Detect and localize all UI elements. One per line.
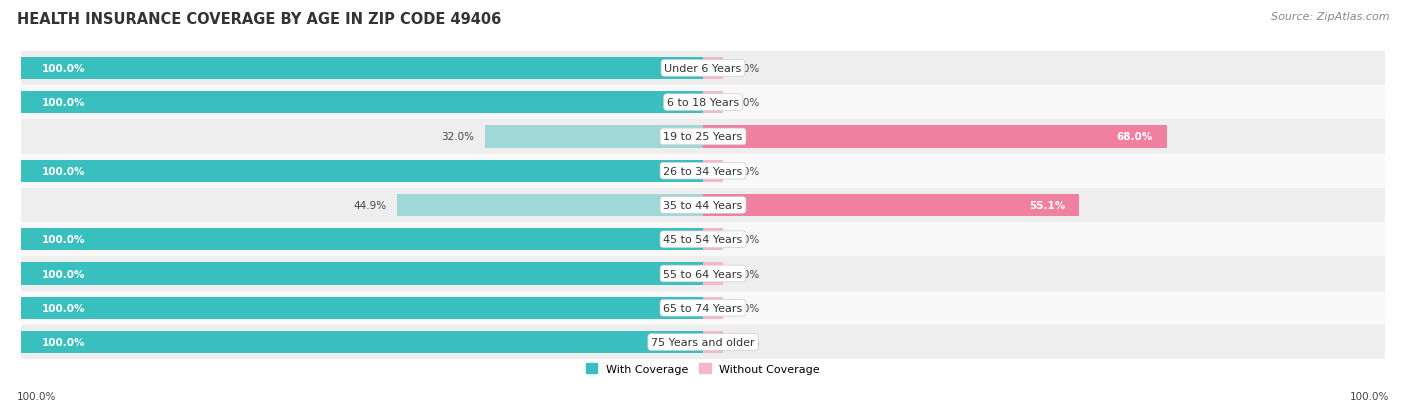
Bar bbox=[21, 92, 703, 114]
Bar bbox=[703, 195, 1078, 216]
Bar bbox=[703, 263, 724, 285]
Text: 55.1%: 55.1% bbox=[1029, 200, 1066, 211]
Text: 32.0%: 32.0% bbox=[441, 132, 475, 142]
Text: 100.0%: 100.0% bbox=[42, 303, 84, 313]
Bar bbox=[21, 228, 703, 251]
Bar bbox=[703, 92, 724, 114]
Bar bbox=[21, 331, 703, 354]
Bar bbox=[21, 57, 703, 80]
Bar bbox=[703, 331, 724, 354]
Bar bbox=[21, 297, 703, 319]
Text: 100.0%: 100.0% bbox=[17, 392, 56, 401]
Text: 0.0%: 0.0% bbox=[734, 235, 759, 244]
Bar bbox=[21, 188, 1385, 223]
Text: 0.0%: 0.0% bbox=[734, 303, 759, 313]
Bar bbox=[21, 160, 703, 183]
Text: 100.0%: 100.0% bbox=[42, 269, 84, 279]
Text: 6 to 18 Years: 6 to 18 Years bbox=[666, 98, 740, 108]
Text: 100.0%: 100.0% bbox=[42, 98, 84, 108]
Bar bbox=[21, 325, 1385, 359]
Text: 100.0%: 100.0% bbox=[42, 166, 84, 176]
Text: Source: ZipAtlas.com: Source: ZipAtlas.com bbox=[1271, 12, 1389, 22]
Text: 0.0%: 0.0% bbox=[734, 166, 759, 176]
Legend: With Coverage, Without Coverage: With Coverage, Without Coverage bbox=[582, 359, 824, 378]
Bar bbox=[703, 160, 724, 183]
Bar bbox=[21, 154, 1385, 188]
Text: 100.0%: 100.0% bbox=[42, 235, 84, 244]
Text: 100.0%: 100.0% bbox=[42, 337, 84, 347]
Bar bbox=[485, 126, 703, 148]
Text: 35 to 44 Years: 35 to 44 Years bbox=[664, 200, 742, 211]
Text: 19 to 25 Years: 19 to 25 Years bbox=[664, 132, 742, 142]
Bar bbox=[21, 120, 1385, 154]
Text: 0.0%: 0.0% bbox=[734, 269, 759, 279]
Bar bbox=[703, 126, 1167, 148]
Text: 75 Years and older: 75 Years and older bbox=[651, 337, 755, 347]
Text: 45 to 54 Years: 45 to 54 Years bbox=[664, 235, 742, 244]
Text: 100.0%: 100.0% bbox=[1350, 392, 1389, 401]
Bar bbox=[703, 297, 724, 319]
Text: 65 to 74 Years: 65 to 74 Years bbox=[664, 303, 742, 313]
Bar bbox=[21, 257, 1385, 291]
Bar bbox=[703, 57, 724, 80]
Bar bbox=[21, 52, 1385, 86]
Text: 0.0%: 0.0% bbox=[734, 98, 759, 108]
Text: 0.0%: 0.0% bbox=[734, 64, 759, 74]
Bar bbox=[21, 291, 1385, 325]
Bar bbox=[396, 195, 703, 216]
Text: 68.0%: 68.0% bbox=[1116, 132, 1153, 142]
Bar bbox=[21, 223, 1385, 257]
Text: 26 to 34 Years: 26 to 34 Years bbox=[664, 166, 742, 176]
Text: HEALTH INSURANCE COVERAGE BY AGE IN ZIP CODE 49406: HEALTH INSURANCE COVERAGE BY AGE IN ZIP … bbox=[17, 12, 501, 27]
Bar bbox=[21, 263, 703, 285]
Text: 0.0%: 0.0% bbox=[734, 337, 759, 347]
Text: 100.0%: 100.0% bbox=[42, 64, 84, 74]
Text: 55 to 64 Years: 55 to 64 Years bbox=[664, 269, 742, 279]
Text: 44.9%: 44.9% bbox=[353, 200, 387, 211]
Text: Under 6 Years: Under 6 Years bbox=[665, 64, 741, 74]
Bar bbox=[703, 228, 724, 251]
Bar bbox=[21, 86, 1385, 120]
